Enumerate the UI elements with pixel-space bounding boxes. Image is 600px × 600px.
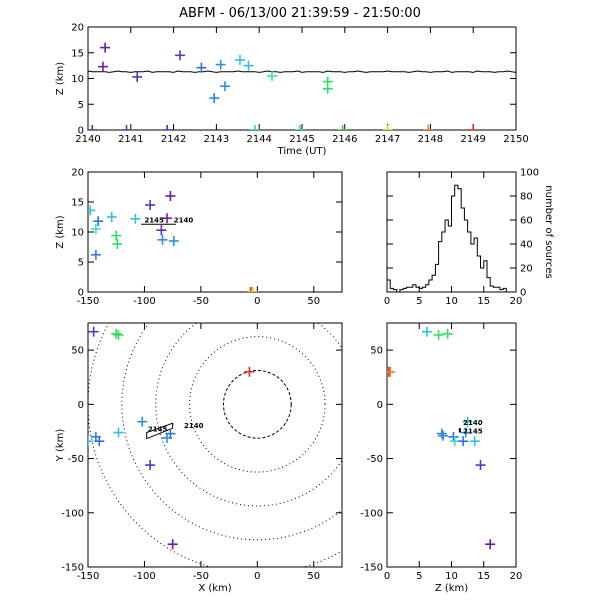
y-tick-label: 0 — [520, 288, 526, 299]
y-axis-label: Y (km) — [55, 429, 66, 463]
y-tick-label: 15 — [71, 48, 84, 59]
x-tick-label: 2149 — [460, 134, 485, 145]
y-axis-label: Z (km) — [55, 62, 66, 95]
x-tick-label: 2147 — [375, 134, 400, 145]
y-tick-label: 10 — [71, 228, 84, 239]
x-height-panel: -150 -100 -50 0 50 0 5 10 15 20 Z (km) 2145 2140 — [55, 168, 343, 307]
y-tick-label: -150 — [61, 563, 84, 574]
x-axis-label: Z (km) — [435, 583, 468, 594]
y-tick-label: 0 — [78, 126, 84, 137]
plot-frame — [87, 322, 343, 568]
range-ring — [189, 336, 326, 473]
x-height-data: 2145 2140 — [88, 191, 258, 292]
y-tick-label: -50 — [68, 454, 84, 465]
y-tick-label: 5 — [78, 258, 84, 269]
time-height-panel: 2140 2141 2142 2143 2144 2145 2146 2147 2148 2149… — [55, 23, 529, 158]
x-tick-label: 2144 — [246, 134, 271, 145]
x-tick-label: 50 — [307, 571, 320, 582]
x-tick-label: 2146 — [332, 134, 357, 145]
x-tick-label: -50 — [193, 571, 209, 582]
y-tick-label: -150 — [360, 563, 383, 574]
y-tick-label: 20 — [71, 168, 84, 179]
y-tick-label: 20 — [71, 23, 84, 34]
y-tick-label: 50 — [71, 346, 84, 357]
x-tick-label: -150 — [77, 571, 100, 582]
x-axis-label: X (km) — [198, 583, 231, 594]
y-axis-label: number of sources — [543, 185, 554, 278]
y-tick-label: -100 — [360, 508, 383, 519]
x-tick-label: 2141 — [118, 134, 143, 145]
time-annotation: 2145 — [144, 216, 164, 224]
y-tick-label: 10 — [71, 74, 84, 85]
time-annotation: 2145 — [148, 425, 168, 433]
x-tick-label: 5 — [416, 296, 422, 307]
plot-frame — [386, 171, 517, 293]
x-axis-label: Time (UT) — [277, 146, 327, 157]
x-tick-label: 10 — [445, 296, 458, 307]
time-annotation: 2140 — [174, 216, 194, 224]
x-tick-label: 50 — [307, 296, 320, 307]
y-axis-label: Z (km) — [55, 215, 66, 248]
time-annotation: 2145 — [463, 428, 483, 436]
range-ring — [121, 323, 342, 541]
range-ring — [222, 369, 292, 439]
plot-frame — [386, 322, 517, 568]
y-tick-label: 60 — [520, 216, 533, 227]
histogram-steps — [386, 184, 516, 293]
range-ring — [155, 323, 342, 507]
x-tick-label: 2150 — [503, 134, 528, 145]
plan-view-panel: -150 -100 -50 0 50 -150 -100 -50 0 50 X (km) Y (km)… — [55, 322, 343, 594]
y-tick-label: 0 — [78, 400, 84, 411]
x-tick-label: 20 — [510, 296, 523, 307]
x-tick-label: 10 — [445, 571, 458, 582]
storm-track — [146, 422, 174, 440]
time-annotation: 2140 — [463, 419, 483, 427]
x-tick-label: 0 — [384, 571, 390, 582]
x-tick-label: 15 — [477, 296, 490, 307]
x-tick-label: 0 — [384, 296, 390, 307]
y-tick-label: 0 — [377, 400, 383, 411]
y-tick-label: 100 — [520, 168, 539, 179]
plot-frame — [87, 171, 343, 293]
x-tick-label: 15 — [477, 571, 490, 582]
x-tick-label: 0 — [254, 296, 260, 307]
y-tick-label: 40 — [520, 240, 533, 251]
x-tick-label: 2148 — [418, 134, 443, 145]
y-tick-label: 5 — [78, 100, 84, 111]
x-tick-label: 2143 — [204, 134, 229, 145]
x-tick-label: -100 — [133, 571, 156, 582]
plot-frame — [87, 26, 517, 131]
time-height-data — [88, 42, 516, 130]
plan-view-data: 2145 2140 — [88, 323, 342, 567]
y-tick-label: 20 — [520, 264, 533, 275]
y-tick-label: 0 — [78, 288, 84, 299]
y-tick-label: -50 — [367, 454, 383, 465]
y-tick-label: 50 — [370, 346, 383, 357]
y-tick-label: -100 — [61, 508, 84, 519]
x-tick-label: -50 — [193, 296, 209, 307]
plots-layer: 2140 2141 2142 2143 2144 2145 2146 2147 2148 2149… — [55, 23, 554, 595]
x-tick-label: 5 — [416, 571, 422, 582]
x-tick-label: 0 — [254, 571, 260, 582]
y-tick-label: 15 — [71, 198, 84, 209]
x-tick-label: -100 — [133, 296, 156, 307]
x-tick-label: 2142 — [161, 134, 186, 145]
time-annotation: 2140 — [184, 422, 204, 430]
x-tick-label: 2140 — [75, 134, 100, 145]
reference-line — [88, 70, 516, 73]
figure-title: ABFM - 06/13/00 21:39:59 - 21:50:00 — [179, 6, 421, 21]
x-tick-label: 20 — [510, 571, 523, 582]
y-tick-label: 80 — [520, 192, 533, 203]
x-tick-label: -150 — [77, 296, 100, 307]
x-tick-label: 2145 — [289, 134, 314, 145]
